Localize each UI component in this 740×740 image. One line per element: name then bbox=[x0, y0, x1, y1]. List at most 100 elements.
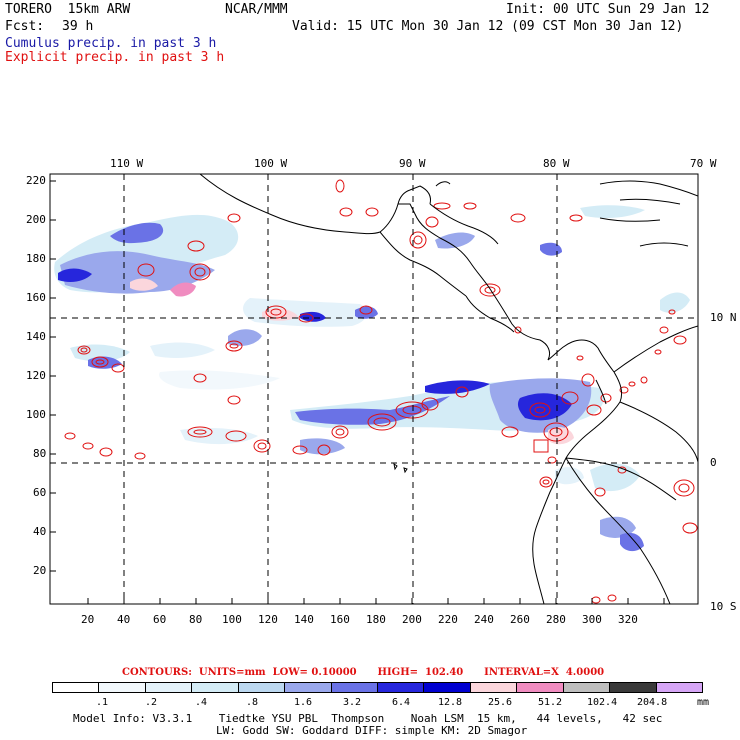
y-tick-label: 80 bbox=[33, 447, 47, 460]
model-physics: LW: Godd SW: Goddard DIFF: simple KM: 2D… bbox=[216, 724, 528, 737]
legend-tick: .1 bbox=[96, 697, 109, 708]
legend-color-cell bbox=[655, 682, 703, 693]
cumulus-band bbox=[555, 467, 584, 485]
cumulus-band bbox=[58, 268, 92, 282]
legend-color-cell bbox=[98, 682, 146, 693]
x-tick-label: 40 bbox=[117, 613, 131, 626]
cumulus-band bbox=[580, 205, 645, 218]
model-info: Model Info: V3.3.1 Tiedtke YSU PBL Thomp… bbox=[73, 712, 663, 725]
y-tick-label: 100 bbox=[26, 408, 46, 421]
x-tick-label: 180 bbox=[366, 613, 386, 626]
x-tick-label: 60 bbox=[153, 613, 167, 626]
cumulus-band bbox=[110, 222, 164, 244]
x-tick-label: 160 bbox=[330, 613, 350, 626]
cumulus-band bbox=[590, 463, 640, 492]
axis-ticks bbox=[50, 180, 665, 604]
x-tick-label: 20 bbox=[81, 613, 95, 626]
cumulus-band bbox=[159, 370, 280, 390]
explicit-precip-label: Explicit precip. in past 3 h bbox=[5, 50, 225, 65]
lat-label: 10 S bbox=[710, 600, 737, 613]
y-tick-label: 140 bbox=[26, 330, 46, 343]
x-tick-label: 120 bbox=[258, 613, 278, 626]
legend-color-cell bbox=[377, 682, 425, 693]
legend-color-cell bbox=[237, 682, 286, 693]
y-tick-label: 180 bbox=[26, 252, 46, 265]
legend-color-cell bbox=[562, 682, 611, 693]
legend-tick: .4 bbox=[195, 697, 208, 708]
x-tick-label: 140 bbox=[294, 613, 314, 626]
cumulus-band bbox=[150, 342, 215, 358]
legend-tick: 102.4 bbox=[587, 697, 618, 708]
legend-color-cell bbox=[423, 682, 471, 693]
x-tick-label: 200 bbox=[402, 613, 422, 626]
legend-color-cell bbox=[144, 682, 193, 693]
cumulus-band bbox=[180, 428, 258, 445]
lat-lon-grid bbox=[50, 174, 698, 604]
lon-label: 110 W bbox=[110, 157, 144, 170]
cumulus-band bbox=[435, 232, 475, 249]
cumulus-band bbox=[620, 532, 644, 552]
legend-tick: .2 bbox=[145, 697, 158, 708]
cumulus-band bbox=[425, 380, 490, 394]
y-tick-label: 40 bbox=[33, 525, 47, 538]
y-tick-label: 20 bbox=[33, 564, 47, 577]
x-tick-label: 320 bbox=[618, 613, 638, 626]
x-tick-label: 80 bbox=[189, 613, 203, 626]
forecast-label: Fcst: bbox=[5, 19, 45, 34]
y-tick-label: 160 bbox=[26, 291, 46, 304]
legend-color-cell bbox=[52, 682, 100, 693]
cumulus-band bbox=[295, 396, 450, 425]
legend-tick: 12.8 bbox=[438, 697, 463, 708]
cumulus-precip-label: Cumulus precip. in past 3 h bbox=[5, 36, 217, 51]
legend-color-cell bbox=[609, 682, 657, 693]
cumulus-band bbox=[60, 251, 215, 294]
legend-color-cell bbox=[516, 682, 564, 693]
y-tick-label: 120 bbox=[26, 369, 46, 382]
contour-info: CONTOURS: UNITS=mm LOW= 0.10000 HIGH= 10… bbox=[122, 667, 605, 678]
y-tick-label: 220 bbox=[26, 174, 46, 187]
x-tick-label: 100 bbox=[222, 613, 242, 626]
model-title: TORERO 15km ARW bbox=[5, 2, 131, 17]
x-tick-label: 220 bbox=[438, 613, 458, 626]
legend-color-cell bbox=[330, 682, 378, 693]
legend-color-cell bbox=[469, 682, 518, 693]
x-tick-label: 300 bbox=[582, 613, 602, 626]
legend-color-cell bbox=[191, 682, 239, 693]
forecast-hours: 39 h bbox=[62, 19, 94, 34]
cumulus-band bbox=[130, 278, 158, 291]
x-tick-label: 280 bbox=[546, 613, 566, 626]
cumulus-band bbox=[540, 242, 562, 256]
cumulus-band bbox=[660, 292, 690, 313]
plot-frame bbox=[49, 173, 699, 605]
y-tick-label: 200 bbox=[26, 213, 46, 226]
lon-label: 70 W bbox=[690, 157, 717, 170]
lat-label: 0 bbox=[710, 456, 717, 469]
cumulus-band bbox=[300, 438, 345, 455]
lon-label: 80 W bbox=[543, 157, 570, 170]
coastlines bbox=[199, 174, 698, 604]
lon-label: 100 W bbox=[254, 157, 288, 170]
cumulus-band bbox=[70, 344, 130, 362]
legend-color-cell bbox=[284, 682, 332, 693]
init-time: Init: 00 UTC Sun 29 Jan 12 bbox=[506, 2, 710, 17]
legend-tick: 204.8 bbox=[637, 697, 668, 708]
precip-field bbox=[54, 205, 690, 552]
legend-tick: 6.4 bbox=[392, 697, 411, 708]
x-tick-label: 260 bbox=[510, 613, 530, 626]
x-tick-label: 240 bbox=[474, 613, 494, 626]
legend-tick: 51.2 bbox=[538, 697, 563, 708]
legend-unit: mm bbox=[697, 697, 710, 708]
cumulus-band bbox=[170, 282, 196, 297]
y-tick-label: 60 bbox=[33, 486, 47, 499]
lat-label: 10 N bbox=[710, 311, 737, 324]
agency-label: NCAR/MMM bbox=[225, 2, 288, 17]
legend-tick: .8 bbox=[246, 697, 259, 708]
legend-tick: 1.6 bbox=[294, 697, 313, 708]
cumulus-band bbox=[243, 298, 367, 327]
legend-tick: 25.6 bbox=[488, 697, 513, 708]
legend-tick: 3.2 bbox=[343, 697, 362, 708]
valid-time: Valid: 15 UTC Mon 30 Jan 12 (09 CST Mon … bbox=[292, 19, 684, 34]
explicit-precip-contours bbox=[64, 179, 698, 604]
lon-label: 90 W bbox=[399, 157, 426, 170]
